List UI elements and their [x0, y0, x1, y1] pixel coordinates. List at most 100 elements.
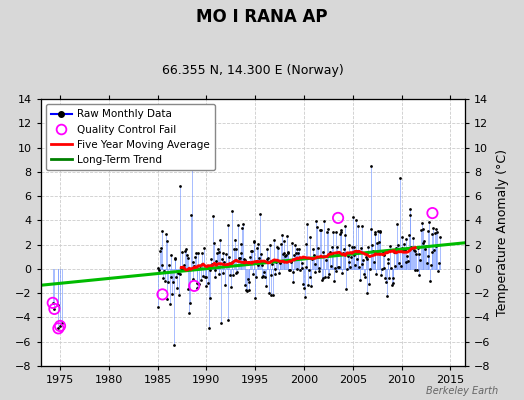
- Point: [247, 248, 255, 254]
- Text: Berkeley Earth: Berkeley Earth: [425, 386, 498, 396]
- Point: [337, 227, 345, 233]
- Point: [209, 213, 217, 219]
- Point: [330, 278, 338, 284]
- Point: [210, 240, 218, 246]
- Point: [353, 256, 361, 263]
- Point: [288, 278, 297, 285]
- Point: [54, 325, 62, 332]
- Point: [394, 242, 402, 248]
- Point: [279, 250, 288, 257]
- Point: [193, 284, 202, 291]
- Point: [208, 261, 216, 268]
- Point: [157, 245, 165, 251]
- Point: [303, 220, 311, 227]
- Point: [348, 244, 356, 250]
- Point: [375, 239, 383, 245]
- Point: [311, 261, 320, 267]
- Point: [422, 243, 430, 249]
- Point: [282, 233, 291, 239]
- Point: [353, 248, 362, 254]
- Point: [217, 256, 226, 262]
- Text: MO I RANA AP: MO I RANA AP: [196, 8, 328, 26]
- Point: [409, 247, 418, 254]
- Point: [435, 233, 444, 240]
- Point: [406, 212, 414, 218]
- Point: [372, 271, 380, 278]
- Point: [296, 267, 304, 274]
- Point: [204, 280, 212, 286]
- Point: [357, 245, 365, 251]
- Point: [334, 215, 342, 221]
- Point: [195, 265, 204, 272]
- Point: [234, 222, 242, 228]
- Point: [385, 275, 394, 281]
- Point: [404, 258, 412, 264]
- Point: [393, 221, 401, 228]
- Point: [299, 280, 307, 287]
- Point: [257, 274, 266, 280]
- Point: [270, 236, 278, 243]
- Point: [239, 220, 247, 227]
- Point: [205, 325, 213, 331]
- Point: [294, 250, 302, 257]
- Point: [339, 250, 347, 256]
- Point: [397, 263, 405, 269]
- Point: [367, 226, 376, 233]
- Point: [263, 256, 271, 262]
- Point: [370, 231, 379, 237]
- Point: [201, 282, 210, 289]
- Point: [275, 258, 283, 265]
- Point: [315, 265, 324, 271]
- Point: [376, 229, 385, 235]
- Point: [180, 261, 189, 268]
- Point: [422, 260, 431, 266]
- Point: [238, 225, 246, 232]
- Point: [252, 274, 260, 280]
- Point: [49, 300, 57, 306]
- Point: [425, 219, 433, 226]
- Point: [248, 248, 256, 254]
- Point: [300, 285, 308, 291]
- Point: [278, 232, 286, 238]
- Point: [250, 238, 258, 244]
- Point: [235, 255, 244, 261]
- Point: [177, 265, 185, 272]
- Point: [418, 220, 426, 226]
- Point: [344, 253, 352, 259]
- Point: [409, 235, 417, 241]
- Point: [154, 304, 162, 310]
- Point: [233, 268, 242, 275]
- Point: [408, 245, 416, 252]
- Point: [431, 230, 439, 237]
- Point: [282, 252, 290, 259]
- Point: [341, 223, 350, 229]
- Point: [357, 261, 366, 267]
- Legend: Raw Monthly Data, Quality Control Fail, Five Year Moving Average, Long-Term Tren: Raw Monthly Data, Quality Control Fail, …: [46, 104, 215, 170]
- Point: [318, 277, 326, 284]
- Point: [264, 254, 272, 261]
- Point: [400, 241, 408, 247]
- Point: [49, 300, 57, 306]
- Point: [164, 278, 172, 285]
- Point: [166, 301, 174, 307]
- Point: [395, 260, 403, 266]
- Point: [183, 252, 191, 258]
- Point: [260, 269, 268, 275]
- Point: [420, 237, 429, 244]
- Point: [297, 254, 305, 261]
- Point: [291, 241, 299, 248]
- Point: [272, 258, 280, 265]
- Point: [179, 265, 188, 272]
- Point: [428, 249, 436, 255]
- Point: [50, 306, 59, 312]
- Point: [283, 248, 292, 255]
- Point: [432, 243, 441, 249]
- Point: [317, 226, 325, 233]
- Point: [413, 245, 422, 251]
- Point: [261, 283, 270, 289]
- Point: [326, 262, 335, 269]
- Point: [292, 250, 300, 256]
- Point: [379, 248, 387, 255]
- Point: [381, 275, 389, 282]
- Point: [331, 265, 339, 272]
